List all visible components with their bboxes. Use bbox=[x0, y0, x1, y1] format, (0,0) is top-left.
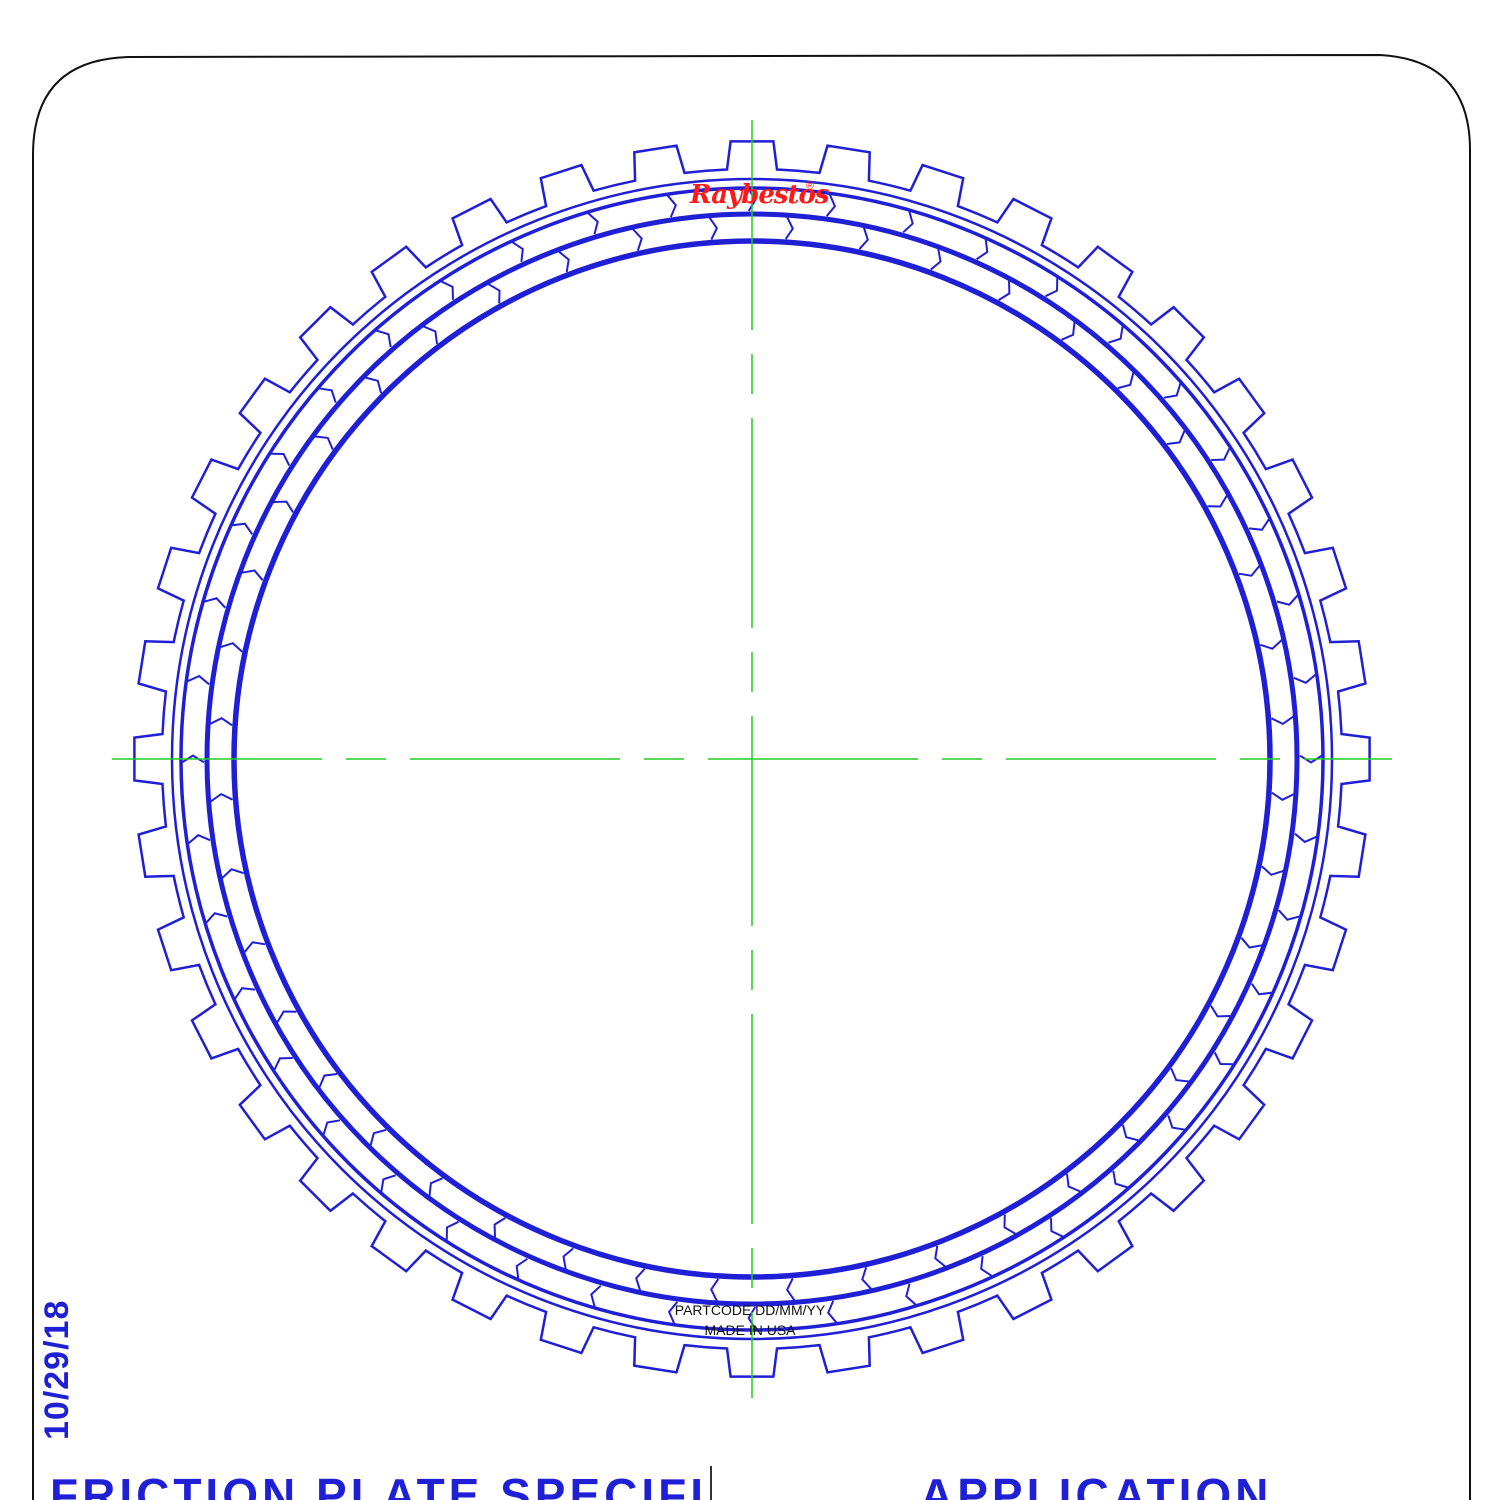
segment-divider bbox=[445, 1220, 459, 1241]
segment-divider bbox=[234, 987, 256, 1000]
segment-divider bbox=[1271, 791, 1295, 801]
segment-divider bbox=[375, 329, 392, 348]
segment-divider bbox=[784, 216, 794, 240]
segment-divider bbox=[243, 941, 266, 953]
segment-divider bbox=[710, 1278, 720, 1302]
segment-divider bbox=[493, 1217, 506, 1238]
segment-divider bbox=[998, 280, 1011, 301]
segment-divider bbox=[1045, 277, 1059, 298]
segment-divider bbox=[369, 1128, 387, 1146]
segment-divider bbox=[825, 193, 837, 217]
segment-divider bbox=[1207, 495, 1228, 508]
segment-divider bbox=[1259, 639, 1283, 650]
segment-divider bbox=[635, 1268, 646, 1291]
segment-divider bbox=[231, 522, 254, 535]
segment-divider bbox=[785, 1277, 796, 1301]
drawing-border bbox=[32, 53, 1471, 1500]
segment-divider bbox=[511, 241, 524, 263]
segment-divider bbox=[930, 248, 942, 271]
segment-divider bbox=[1061, 321, 1076, 341]
segment-divider bbox=[747, 188, 757, 212]
segment-divider bbox=[1003, 1214, 1016, 1235]
segment-divider bbox=[1261, 865, 1284, 876]
segment-divider bbox=[1167, 1115, 1186, 1131]
segment-divider bbox=[858, 227, 869, 250]
raybestos-logo: Raybestos bbox=[690, 180, 830, 210]
segment-divider bbox=[1166, 430, 1186, 445]
segment-divider bbox=[181, 754, 205, 764]
segment-divider bbox=[209, 717, 233, 727]
segment-divider bbox=[203, 597, 227, 609]
segment-divider bbox=[186, 674, 210, 686]
segment-divider bbox=[273, 500, 294, 513]
segment-divider bbox=[590, 1284, 602, 1308]
friction-plate-specifics-heading: FRICTION PLATE SPECIFICS bbox=[50, 1469, 700, 1500]
segment-divider bbox=[1294, 832, 1318, 844]
segment-divider bbox=[205, 912, 228, 924]
segment-divider bbox=[1277, 909, 1301, 921]
segment-divider bbox=[318, 387, 337, 403]
segment-divider bbox=[210, 792, 234, 803]
segment-divider bbox=[1250, 983, 1273, 996]
part-code-marking: PARTCODE DD/MM/YY bbox=[674, 1302, 826, 1318]
segment-divider bbox=[440, 280, 454, 300]
application-heading: APPLICATION bbox=[920, 1469, 1273, 1500]
segment-divider bbox=[515, 1257, 528, 1280]
segment-divider bbox=[365, 376, 383, 394]
segment-divider bbox=[220, 642, 243, 653]
title-block-divider bbox=[710, 1466, 712, 1500]
segment-divider bbox=[934, 1245, 946, 1268]
toothed-outer-edge bbox=[133, 140, 1371, 1378]
segment-divider bbox=[562, 1247, 574, 1270]
segment-divider bbox=[187, 834, 211, 845]
segment-divider bbox=[1117, 372, 1135, 390]
segment-divider bbox=[221, 868, 245, 879]
drawing-date: 10/29/18 bbox=[38, 1299, 76, 1440]
segment-divider bbox=[241, 569, 264, 581]
segment-divider bbox=[1248, 518, 1270, 531]
segment-divider bbox=[380, 1174, 396, 1193]
segment-divider bbox=[980, 1255, 993, 1277]
segment-divider bbox=[270, 452, 291, 466]
segment-divider bbox=[1299, 754, 1323, 764]
segment-divider bbox=[1112, 1170, 1129, 1189]
segment-divider bbox=[667, 1301, 679, 1325]
segment-divider bbox=[423, 325, 438, 345]
segment-divider bbox=[632, 228, 643, 252]
registered-mark: ® bbox=[806, 180, 815, 192]
segment-divider bbox=[827, 1300, 838, 1324]
segment-divider bbox=[1163, 382, 1182, 399]
segment-divider bbox=[1213, 1052, 1234, 1066]
segment-divider bbox=[861, 1266, 872, 1290]
segment-divider bbox=[1276, 594, 1299, 606]
segment-divider bbox=[708, 217, 719, 241]
segment-divider bbox=[1121, 1124, 1139, 1142]
segment-divider bbox=[666, 194, 677, 218]
segment-divider bbox=[273, 1057, 293, 1071]
segment-divider bbox=[428, 1177, 443, 1197]
segment-divider bbox=[558, 250, 570, 273]
segment-divider bbox=[1238, 565, 1261, 577]
segment-divider bbox=[587, 212, 599, 235]
made-in-usa-marking: MADE IN USA bbox=[704, 1322, 796, 1338]
segment-divider bbox=[747, 1306, 757, 1330]
segment-divider bbox=[318, 1073, 338, 1088]
segment-divider bbox=[488, 283, 501, 304]
segment-divider bbox=[1050, 1218, 1064, 1238]
segment-divider bbox=[1270, 715, 1294, 726]
segment-divider bbox=[1108, 325, 1124, 344]
segment-divider bbox=[1293, 673, 1317, 684]
segment-divider bbox=[322, 1119, 341, 1136]
segment-divider bbox=[1170, 1068, 1190, 1083]
segment-divider bbox=[314, 435, 334, 450]
segment-divider bbox=[1066, 1173, 1081, 1193]
segment-divider bbox=[1210, 1005, 1231, 1018]
segment-divider bbox=[902, 210, 914, 234]
segment-divider bbox=[1211, 447, 1231, 461]
segment-divider bbox=[905, 1283, 917, 1306]
segment-divider bbox=[276, 1010, 297, 1023]
segment-divider bbox=[976, 238, 989, 261]
segment-divider bbox=[1240, 937, 1263, 949]
